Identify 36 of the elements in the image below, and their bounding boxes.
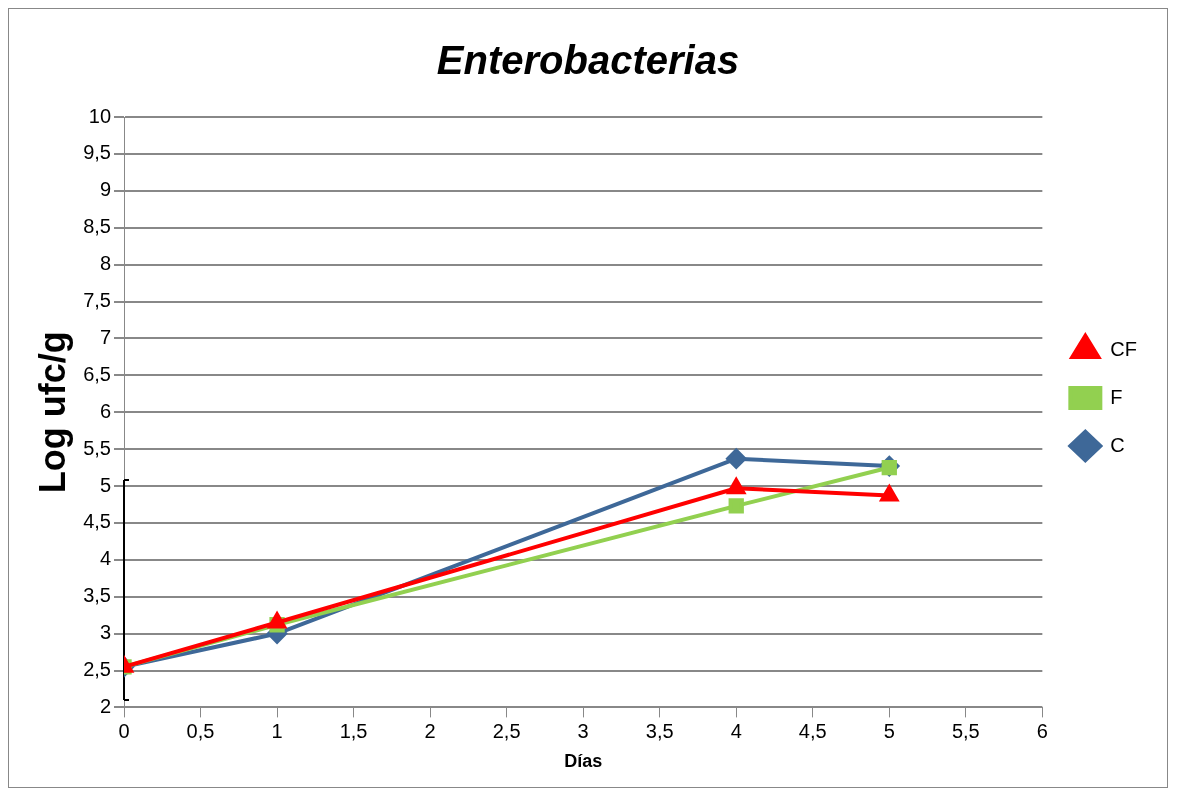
y-tick-label: 4 bbox=[99, 547, 111, 570]
legend-label: CF bbox=[1110, 337, 1138, 360]
x-tick-label: 1 bbox=[271, 719, 283, 742]
x-axis-title: Días bbox=[564, 751, 603, 772]
x-tick-label: 5,5 bbox=[951, 719, 980, 742]
y-tick-label: 6 bbox=[99, 399, 111, 422]
y-tick-label: 8,5 bbox=[83, 215, 111, 238]
y-tick-label: 3 bbox=[99, 621, 111, 644]
y-tick-label: 9 bbox=[99, 178, 111, 201]
x-tick-label: 0 bbox=[118, 719, 130, 742]
y-tick-label: 10 bbox=[88, 104, 111, 127]
y-tick-label: 2 bbox=[99, 694, 111, 717]
x-tick-label: 3 bbox=[577, 719, 589, 742]
x-tick-label: 5 bbox=[883, 719, 895, 742]
x-tick-label: 6 bbox=[1036, 719, 1048, 742]
y-tick-label: 6,5 bbox=[83, 362, 111, 385]
y-tick-label: 7,5 bbox=[83, 289, 111, 312]
x-tick-label: 4,5 bbox=[798, 719, 827, 742]
x-tick-label: 3,5 bbox=[645, 719, 674, 742]
x-tick-label: 2,5 bbox=[492, 719, 521, 742]
x-tick-label: 0,5 bbox=[186, 719, 215, 742]
y-tick-label: 5 bbox=[99, 473, 111, 496]
legend-label: C bbox=[1110, 433, 1125, 456]
y-axis-title: Log ufc/g bbox=[31, 331, 73, 494]
y-tick-label: 4,5 bbox=[83, 510, 111, 533]
y-tick-label: 7 bbox=[99, 325, 111, 348]
y-tick-label: 2,5 bbox=[83, 658, 111, 681]
legend-label: F bbox=[1110, 385, 1123, 408]
y-tick-label: 9,5 bbox=[83, 141, 111, 164]
y-tick-label: 5,5 bbox=[83, 436, 111, 459]
x-tick-label: 2 bbox=[424, 719, 436, 742]
x-tick-label: 4 bbox=[730, 719, 742, 742]
chart-title: Enterobacterias bbox=[436, 38, 740, 83]
y-tick-label: 3,5 bbox=[83, 584, 111, 607]
x-tick-label: 1,5 bbox=[339, 719, 368, 742]
y-tick-label: 8 bbox=[99, 252, 111, 275]
